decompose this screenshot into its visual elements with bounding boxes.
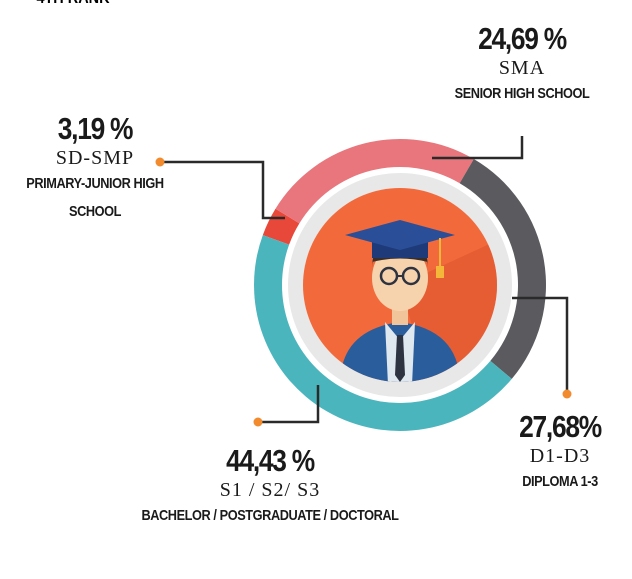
leader-dot bbox=[155, 157, 165, 167]
annotation: 4TH RANK bbox=[36, 0, 109, 8]
leader-lines bbox=[160, 136, 569, 424]
leader-line bbox=[512, 296, 569, 392]
category-label: SMA bbox=[498, 57, 546, 79]
value-label: 44,43 % bbox=[226, 443, 315, 478]
leader-dot bbox=[253, 417, 263, 427]
leader-dot bbox=[562, 389, 572, 399]
leader-line bbox=[258, 385, 320, 424]
label-group: 27,68% D1-D3 DIPLOMA 1-3 bbox=[480, 410, 632, 496]
value-label: 3,19 % bbox=[57, 111, 134, 146]
label-group: 24,69 % SMA SENIOR HIGH SCHOOL bbox=[412, 22, 632, 108]
leader-line bbox=[432, 136, 524, 160]
description: PRIMARY-JUNIOR HIGH SCHOOL bbox=[26, 175, 164, 220]
label-group: 44,43 % S1 / S2/ S3 BACHELOR / POSTGRADU… bbox=[120, 444, 420, 530]
category-label: SD-SMP bbox=[55, 147, 135, 169]
donut-segment bbox=[253, 235, 512, 432]
value-label: 27,68% bbox=[519, 409, 602, 444]
value-label: 24,69 % bbox=[478, 21, 567, 56]
leader-line bbox=[160, 160, 285, 220]
description: SENIOR HIGH SCHOOL bbox=[454, 85, 590, 102]
category-label: S1 / S2/ S3 bbox=[219, 479, 321, 501]
description: BACHELOR / POSTGRADUATE / DOCTORAL bbox=[141, 507, 399, 524]
label-group: 3,19 % SD-SMP PRIMARY-JUNIOR HIGH SCHOOL bbox=[10, 112, 180, 226]
donut-segment bbox=[459, 159, 546, 379]
leader-dots bbox=[155, 157, 572, 427]
donut-segment bbox=[275, 138, 474, 224]
description: DIPLOMA 1-3 bbox=[522, 473, 598, 490]
category-label: D1-D3 bbox=[529, 445, 591, 467]
